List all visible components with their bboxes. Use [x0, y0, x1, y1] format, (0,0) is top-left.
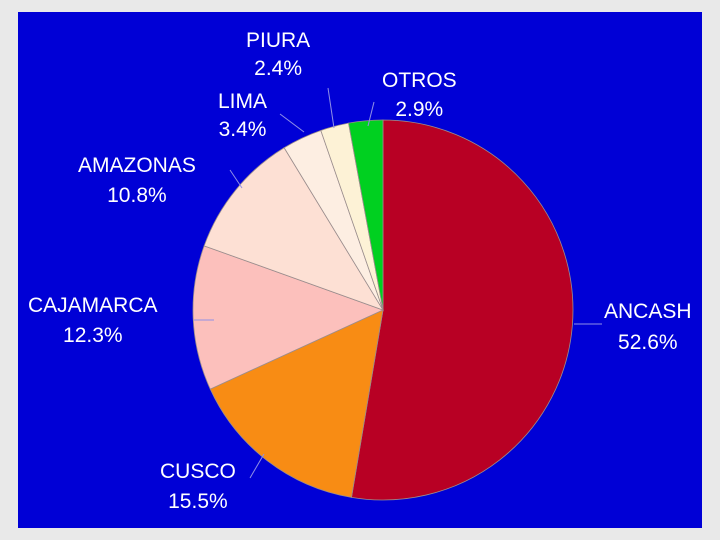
pie-chart: ANCASH 52.6% CUSCO 15.5% CAJAMARCA 12.3% AMAZO…: [28, 29, 692, 513]
slice-percent-lima: 3.4%: [219, 118, 267, 141]
slice-label-ancash: ANCASH: [604, 300, 692, 323]
slice-percent-amazonas: 10.8%: [107, 184, 167, 207]
slice-percent-otros: 2.9%: [395, 98, 443, 121]
pie-slice-cajamarca: [192, 245, 385, 390]
slice-label-amazonas: AMAZONAS: [78, 154, 196, 177]
slice-percent-ancash: 52.6%: [618, 331, 678, 354]
pie-slice-ancash: [351, 119, 574, 501]
slice-label-otros: OTROS: [382, 69, 457, 92]
leader-line-amazonas: [229, 169, 243, 189]
leader-line-otros: [367, 101, 375, 127]
pie-slice-cusco: [209, 309, 384, 498]
slice-percent-piura: 2.4%: [254, 57, 302, 80]
slice-label-lima: LIMA: [218, 90, 267, 113]
pie-slice-otros: [348, 119, 384, 311]
leader-line-piura: [327, 87, 335, 129]
slice-label-piura: PIURA: [246, 29, 310, 52]
slice-label-cajamarca: CAJAMARCA: [28, 294, 158, 317]
chart-background: ANCASH 52.6% CUSCO 15.5% CAJAMARCA 12.3% AMAZO…: [18, 12, 702, 528]
pie-slice-amazonas: [203, 147, 384, 311]
leader-line-lima: [279, 113, 305, 133]
leader-line-cusco: [249, 453, 265, 479]
slice-percent-cusco: 15.5%: [168, 490, 228, 513]
slice-label-cusco: CUSCO: [160, 460, 236, 483]
slice-percent-cajamarca: 12.3%: [63, 324, 123, 347]
